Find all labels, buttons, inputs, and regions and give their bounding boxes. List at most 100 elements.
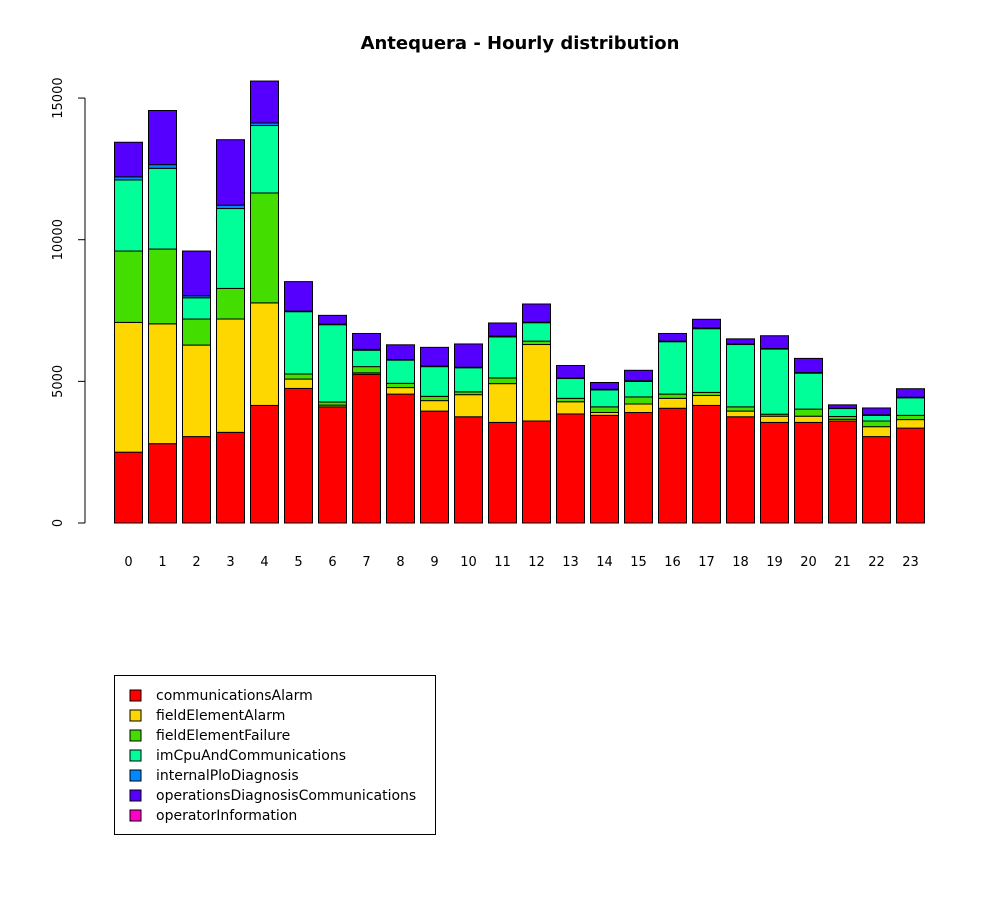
bar-segment bbox=[862, 420, 891, 428]
x-tick-label: 16 bbox=[664, 555, 681, 570]
bar-segment bbox=[760, 348, 789, 415]
bar-segment bbox=[386, 393, 415, 524]
bar-segment bbox=[182, 250, 211, 297]
y-tick-label: 5000 bbox=[51, 365, 66, 398]
bar-segment bbox=[318, 406, 347, 524]
bar-segment bbox=[794, 357, 823, 374]
bar-segment bbox=[216, 208, 245, 289]
bar-segment bbox=[556, 364, 585, 379]
x-tick-label: 17 bbox=[698, 555, 715, 570]
bar-segment bbox=[216, 431, 245, 524]
bar-segment bbox=[488, 322, 517, 337]
x-tick-label: 20 bbox=[800, 555, 817, 570]
bar-segment bbox=[420, 346, 449, 367]
bar-segment bbox=[726, 406, 755, 412]
x-tick-label: 21 bbox=[834, 555, 851, 570]
bar-segment bbox=[488, 421, 517, 524]
bar-segment bbox=[454, 416, 483, 524]
bar-segment bbox=[726, 410, 755, 418]
bar-segment bbox=[386, 387, 415, 395]
bar-segment bbox=[522, 322, 551, 342]
x-tick-label: 22 bbox=[868, 555, 885, 570]
bar-segment bbox=[284, 378, 313, 389]
bar-segment bbox=[352, 349, 381, 368]
bar-segment bbox=[862, 414, 891, 422]
bar-segment bbox=[828, 408, 857, 417]
bar-segment bbox=[896, 397, 925, 416]
bar-segment bbox=[556, 401, 585, 415]
bar-segment bbox=[284, 387, 313, 524]
bar-segment bbox=[182, 318, 211, 346]
x-tick-label: 6 bbox=[328, 555, 336, 570]
bar-segment bbox=[556, 397, 585, 403]
x-tick-label: 12 bbox=[528, 555, 545, 570]
bar-segment bbox=[488, 383, 517, 423]
legend-label: communicationsAlarm bbox=[156, 688, 313, 704]
x-tick-label: 18 bbox=[732, 555, 749, 570]
x-tick-label: 7 bbox=[362, 555, 370, 570]
legend-swatch bbox=[129, 689, 142, 702]
bar-segment bbox=[352, 332, 381, 350]
bar-segment bbox=[352, 366, 381, 374]
bar-segment bbox=[522, 340, 551, 346]
bar-segment bbox=[216, 139, 245, 206]
bar-segment bbox=[590, 406, 619, 414]
bar-segment bbox=[284, 373, 313, 380]
bar-segment bbox=[828, 404, 857, 409]
bar-segment bbox=[114, 179, 143, 252]
bar-segment bbox=[794, 372, 823, 410]
bar-segment bbox=[250, 192, 279, 304]
bar-segment bbox=[216, 318, 245, 433]
bar-segment bbox=[318, 324, 347, 403]
bar-segment bbox=[420, 395, 449, 402]
x-tick-label: 15 bbox=[630, 555, 647, 570]
x-tick-label: 0 bbox=[124, 555, 132, 570]
legend: communicationsAlarm fieldElementAlarm fiel… bbox=[114, 675, 436, 835]
bar-segment bbox=[896, 388, 925, 398]
legend-box bbox=[114, 675, 436, 835]
bar-segment bbox=[114, 141, 143, 178]
x-tick-label: 9 bbox=[430, 555, 438, 570]
bar-segment bbox=[726, 344, 755, 408]
bar-segment bbox=[692, 328, 721, 393]
legend-label: operationsDiagnosisCommunications bbox=[156, 788, 416, 804]
bar-segment bbox=[114, 451, 143, 524]
bar-segment bbox=[114, 250, 143, 323]
bar-segment bbox=[386, 359, 415, 384]
legend-swatch bbox=[129, 809, 142, 822]
bar-segment bbox=[794, 421, 823, 524]
bar-segment bbox=[624, 412, 653, 524]
bar-segment bbox=[896, 427, 925, 524]
bar-segment bbox=[148, 323, 177, 445]
bar-segment bbox=[216, 204, 245, 210]
bar-segment bbox=[488, 336, 517, 379]
bar-segment bbox=[760, 421, 789, 524]
bar-segment bbox=[148, 110, 177, 166]
legend-swatch bbox=[129, 789, 142, 802]
bar-segment bbox=[386, 382, 415, 389]
bar-segment bbox=[420, 400, 449, 412]
x-tick-label: 19 bbox=[766, 555, 783, 570]
bars bbox=[114, 80, 925, 524]
legend-label: operatorInformation bbox=[156, 808, 297, 824]
bar-segment bbox=[658, 393, 687, 399]
bar-segment bbox=[454, 367, 483, 393]
bar-segment bbox=[488, 377, 517, 385]
bar-segment bbox=[760, 415, 789, 423]
bar-segment bbox=[658, 341, 687, 395]
y-tick-label: 15000 bbox=[51, 77, 66, 118]
chart-title: Antequera - Hourly distribution bbox=[361, 33, 680, 54]
bar-segment bbox=[862, 436, 891, 524]
x-tick-label: 13 bbox=[562, 555, 579, 570]
bar-segment bbox=[726, 416, 755, 524]
bar-segment bbox=[318, 314, 347, 325]
x-tick-label: 23 bbox=[902, 555, 919, 570]
legend-swatch bbox=[129, 709, 142, 722]
x-tick-label: 8 bbox=[396, 555, 404, 570]
legend-swatch bbox=[129, 749, 142, 762]
bar-segment bbox=[556, 378, 585, 399]
bar-segment bbox=[590, 414, 619, 524]
bar-segment bbox=[726, 338, 755, 345]
bar-segment bbox=[420, 410, 449, 524]
bar-segment bbox=[182, 297, 211, 320]
